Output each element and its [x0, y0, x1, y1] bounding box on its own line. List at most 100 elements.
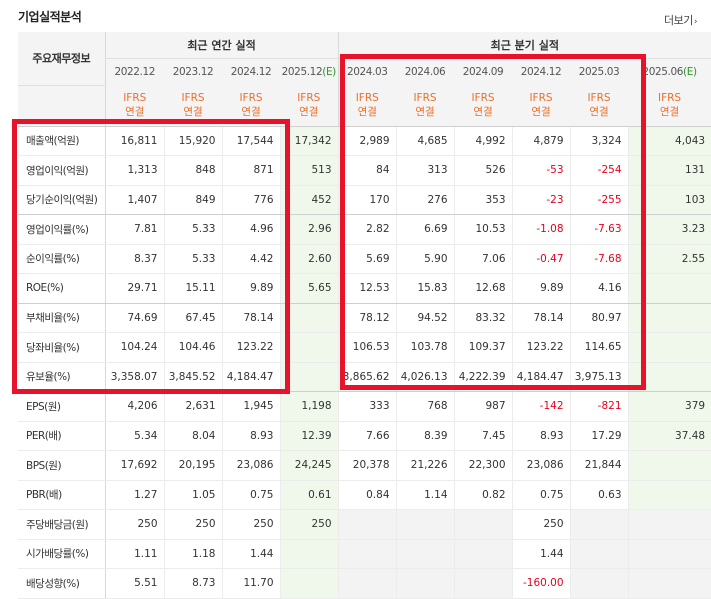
row-label: 주당배당금(원) — [18, 509, 106, 540]
table-row: PER(배) 5.34 8.04 8.93 12.39 7.66 8.39 7.45 8.93 1… — [18, 421, 711, 451]
ifrs-text: IFRS — [181, 92, 205, 105]
table-cell: 4.96 — [221, 214, 280, 245]
table-cell: 12.68 — [453, 273, 513, 304]
period-header: 2025.12(E) — [280, 58, 339, 85]
table-cell: 103.78 — [395, 332, 455, 363]
table-cell: 1,407 — [104, 185, 164, 215]
chevron-right-icon: › — [693, 17, 698, 27]
table-cell: -23 — [511, 185, 571, 215]
table-cell: 20,378 — [337, 450, 397, 481]
table-row: 당기순이익(억원) 1,407 849 776 452 170 276 353 -23 -255 1… — [18, 185, 711, 215]
table-cell — [569, 568, 629, 599]
table-cell: 83.32 — [453, 303, 513, 333]
consolidated-text: 연결 — [299, 106, 319, 119]
ifrs-label: IFRS 연결 — [222, 85, 280, 127]
ifrs-text: IFRS — [123, 92, 147, 105]
table-cell — [337, 539, 397, 569]
table-cell: -7.68 — [569, 244, 629, 274]
table-cell: 131 — [627, 155, 711, 186]
table-cell: 78.12 — [337, 303, 397, 333]
section-title: 기업실적분석 — [18, 10, 82, 24]
table-cell: 313 — [395, 155, 455, 186]
table-cell: 4,043 — [627, 126, 711, 156]
period-header: 2025.06(E) — [628, 58, 711, 85]
table-cell: 8.37 — [104, 244, 164, 274]
table-cell: 1.44 — [221, 539, 280, 569]
table-cell: 2.82 — [337, 214, 397, 245]
table-cell: -254 — [569, 155, 629, 186]
table-cell: 114.65 — [569, 332, 629, 363]
table-row: EPS(원) 4,206 2,631 1,945 1,198 333 768 987 -142-… — [18, 391, 711, 422]
table-cell: 1,198 — [279, 391, 339, 422]
ifrs-text: IFRS — [529, 92, 553, 105]
table-cell: -821 — [569, 391, 629, 422]
ifrs-label: IFRS 연결 — [570, 85, 629, 127]
table-cell: 78.14 — [511, 303, 571, 333]
ifrs-text: IFRS — [658, 92, 682, 105]
ifrs-label: IFRS 연결 — [512, 85, 571, 127]
row-label: 부채비율(%) — [18, 303, 106, 333]
table-cell: 452 — [279, 185, 339, 215]
table-cell — [279, 332, 339, 363]
consolidated-text: 연결 — [241, 106, 261, 119]
row-label: 순이익률(%) — [18, 244, 106, 274]
ifrs-text: IFRS — [413, 92, 437, 105]
table-cell: 24,245 — [279, 450, 339, 481]
table-cell: 8.93 — [221, 421, 280, 451]
table-cell: 7.81 — [104, 214, 164, 245]
table-cell — [627, 332, 711, 363]
table-cell: 7.06 — [453, 244, 513, 274]
row-label: 시가배당률(%) — [18, 539, 106, 569]
row-label: BPS(원) — [18, 450, 106, 481]
table-cell: 103 — [627, 185, 711, 215]
table-cell: 20,195 — [163, 450, 222, 481]
table-cell: 333 — [337, 391, 397, 422]
row-label: EPS(원) — [18, 391, 106, 422]
table-cell — [453, 539, 513, 569]
table-cell: 3.23 — [627, 214, 711, 245]
table-cell: 7.45 — [453, 421, 513, 451]
table-cell: 250 — [221, 509, 280, 540]
table-cell — [395, 568, 455, 599]
table-cell: 84 — [337, 155, 397, 186]
table-cell: 4,222.39 — [453, 362, 513, 392]
consolidated-text: 연결 — [125, 106, 145, 119]
consolidated-text: 연결 — [659, 106, 680, 119]
table-row: 주당배당금(원) 250 250 250 250 250 — [18, 509, 711, 540]
table-cell: 22,300 — [453, 450, 513, 481]
table-cell — [627, 273, 711, 304]
table-cell: 8.39 — [395, 421, 455, 451]
ifrs-label: IFRS 연결 — [628, 85, 711, 127]
more-link[interactable]: 더보기› — [664, 12, 698, 28]
table-cell: 2.96 — [279, 214, 339, 245]
table-cell: 94.52 — [395, 303, 455, 333]
table-cell: 871 — [221, 155, 280, 186]
table-cell — [337, 509, 397, 540]
table-row: BPS(원) 17,692 20,195 23,086 24,245 20,378 21,2… — [18, 450, 711, 481]
table-cell: 123.22 — [511, 332, 571, 363]
table-row: 영업이익률(%) 7.81 5.33 4.96 2.96 2.82 6.69 10.53 -1.… — [18, 214, 711, 245]
table-cell: 1,313 — [104, 155, 164, 186]
table-cell: 1.27 — [104, 480, 164, 510]
table-row: 유보율(%) 3,358.07 3,845.52 4,184.47 3,865.62 4,… — [18, 362, 711, 392]
table-row: 영업이익(억원) 1,313 848 871 513 84 313 526 -53 -254 131 — [18, 155, 711, 186]
table-cell — [453, 509, 513, 540]
table-cell: 3,324 — [569, 126, 629, 156]
period-header: 2024.12 — [512, 58, 571, 85]
row-label: 유보율(%) — [18, 362, 106, 392]
table-cell — [627, 303, 711, 333]
table-cell: -160.00 — [511, 568, 571, 599]
table-cell: 4,026.13 — [395, 362, 455, 392]
table-cell: 250 — [279, 509, 339, 540]
consolidated-text: 연결 — [183, 106, 203, 119]
table-cell — [627, 539, 711, 569]
table-cell — [395, 509, 455, 540]
table-cell: 0.75 — [221, 480, 280, 510]
ifrs-label: IFRS 연결 — [454, 85, 513, 127]
table-cell — [279, 303, 339, 333]
row-label: ROE(%) — [18, 273, 106, 304]
table-cell: 1.44 — [511, 539, 571, 569]
table-cell: 5.90 — [395, 244, 455, 274]
table-cell: 0.75 — [511, 480, 571, 510]
table-cell: 74.69 — [104, 303, 164, 333]
